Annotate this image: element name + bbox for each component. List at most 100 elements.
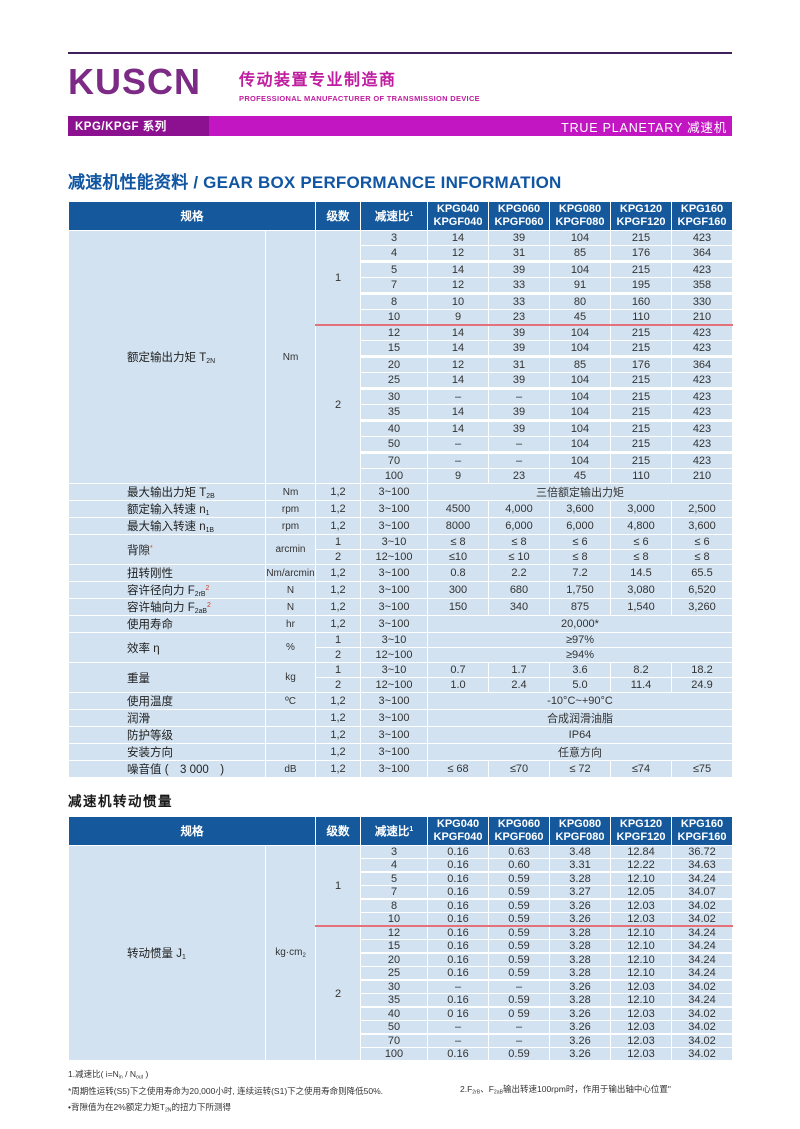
- table-row: 100 9 23 45 110 210: [69, 468, 733, 484]
- ratio-cell: 100: [360, 468, 428, 484]
- unit-cell: %: [265, 632, 316, 664]
- value-cell: 160: [610, 293, 672, 310]
- value-cell: 3,600: [671, 517, 733, 536]
- value-cell: 0.59: [488, 925, 550, 941]
- value-cell: 23: [488, 468, 550, 484]
- value-cell: 8.2: [610, 662, 672, 679]
- subscript: 2B: [206, 493, 215, 501]
- value-cell: 104: [549, 452, 611, 469]
- stage-cell: 1,2: [315, 743, 361, 762]
- ratio-cell: 3~100: [360, 500, 428, 519]
- value-cell: 23: [488, 309, 550, 326]
- value-cell: 215: [610, 420, 672, 437]
- value-cell: 4500: [427, 500, 489, 519]
- value-cell: 423: [671, 340, 733, 358]
- value-cell: 合成润滑油脂: [427, 709, 733, 728]
- subscript: 2N: [206, 358, 216, 366]
- table-row: 20 0.16 0.59 3.28 12.10 34.24: [69, 952, 733, 968]
- ratio-cell: 25: [360, 372, 428, 390]
- superscript: *: [150, 544, 153, 552]
- value-cell: 34.07: [671, 885, 733, 901]
- value-cell: 3,000: [610, 500, 672, 519]
- value-cell: –: [488, 1020, 550, 1036]
- value-cell: 33: [488, 277, 550, 295]
- subscript: 2: [302, 953, 306, 960]
- value-cell: 0.60: [488, 858, 550, 874]
- value-cell: 39: [488, 324, 550, 341]
- value-cell: 3.26: [549, 912, 611, 927]
- ratio-cell: 3: [360, 845, 428, 860]
- value-cell: ≤10: [427, 549, 489, 566]
- value-cell: 34.02: [671, 1006, 733, 1022]
- stage-cell: 2: [315, 677, 361, 694]
- value-cell: 3.26: [549, 1020, 611, 1036]
- value-cell: 423: [671, 404, 733, 422]
- value-cell: 1,540: [610, 598, 672, 617]
- unit-cell: rpm: [265, 517, 316, 536]
- subscript: 2N: [164, 1107, 172, 1114]
- tagline-chinese: 传动装置专业制造商: [239, 72, 397, 89]
- value-cell: 423: [671, 372, 733, 390]
- superscript: 1: [409, 826, 414, 834]
- ratio-cell: 20: [360, 356, 428, 373]
- value-cell: 34.02: [671, 1033, 733, 1049]
- value-cell: ≤ 8: [488, 534, 550, 551]
- table-row: 2 12~100 ≤10 ≤ 10 ≤ 8 ≤ 8 ≤ 8: [69, 549, 733, 566]
- value-cell: 104: [549, 404, 611, 422]
- footnote-backlash: •背隙值为在2%额定力矩T2N的扭力下所测得: [68, 1101, 231, 1114]
- ratio-cell: 15: [360, 340, 428, 358]
- value-cell: 12.10: [610, 993, 672, 1009]
- value-cell: 12.03: [610, 898, 672, 914]
- stage-cell: 1,2: [315, 760, 361, 779]
- value-cell: 3.28: [549, 952, 611, 968]
- spec-cell: 重量: [68, 662, 266, 694]
- stage-cell: 1: [315, 845, 361, 927]
- inertia-table: 规格 级数 减速比1 KPG040 KPGF040 KPG060 KPGF060 KPG080…: [68, 816, 733, 1062]
- table-row: 15 14 39 104 215 423: [69, 340, 733, 358]
- value-cell: 0.16: [427, 871, 489, 887]
- table-row: 4 12 31 85 176 364: [69, 245, 733, 263]
- value-cell: 34.63: [671, 858, 733, 874]
- value-cell: 34.24: [671, 939, 733, 955]
- ratio-cell: 50: [360, 436, 428, 454]
- value-cell: 3,080: [610, 581, 672, 600]
- unit-cell: arcmin: [265, 534, 316, 566]
- value-cell: 34.24: [671, 871, 733, 887]
- stage-cell: 1,2: [315, 709, 361, 728]
- value-cell: 104: [549, 261, 611, 278]
- value-cell: 215: [610, 372, 672, 390]
- value-cell: 3.48: [549, 845, 611, 860]
- value-cell: IP64: [427, 726, 733, 745]
- ratio-cell: 50: [360, 1020, 428, 1036]
- footnotes-right: 2.F2rB、F2aB输出转速100rpm时，作用于输出轴中心位置": [460, 1070, 671, 1120]
- value-cell: 12: [427, 245, 489, 263]
- ratio-cell: 12~100: [360, 677, 428, 694]
- value-cell: 34.02: [671, 1020, 733, 1036]
- value-cell: 9: [427, 309, 489, 326]
- ratio-cell: 3~100: [360, 581, 428, 600]
- header-spec: 规格: [68, 816, 316, 847]
- value-cell: 34.24: [671, 993, 733, 1009]
- value-cell: 0.16: [427, 925, 489, 941]
- unit-cell: dB: [265, 760, 316, 779]
- value-cell: 12.03: [610, 912, 672, 927]
- value-cell: ≤ 8: [549, 549, 611, 566]
- stage-cell: 1: [315, 230, 361, 326]
- value-cell: 104: [549, 388, 611, 405]
- value-cell: 215: [610, 388, 672, 405]
- header-stages: 级数: [315, 816, 361, 847]
- stage-cell: 1,2: [315, 517, 361, 536]
- unit-cell: Nm/arcmin: [265, 564, 316, 583]
- value-cell: 3.26: [549, 979, 611, 995]
- value-cell: 3.28: [549, 939, 611, 955]
- ratio-cell: 7: [360, 885, 428, 901]
- value-cell: 12.10: [610, 952, 672, 968]
- value-cell: 9: [427, 468, 489, 484]
- value-cell: 104: [549, 340, 611, 358]
- stage-cell: 1,2: [315, 726, 361, 745]
- stage-cell: 1,2: [315, 500, 361, 519]
- table-row: 2 12~100 1.0 2.4 5.0 11.4 24.9: [69, 677, 733, 694]
- table-row: 15 0.16 0.59 3.28 12.10 34.24: [69, 939, 733, 955]
- value-cell: 423: [671, 388, 733, 405]
